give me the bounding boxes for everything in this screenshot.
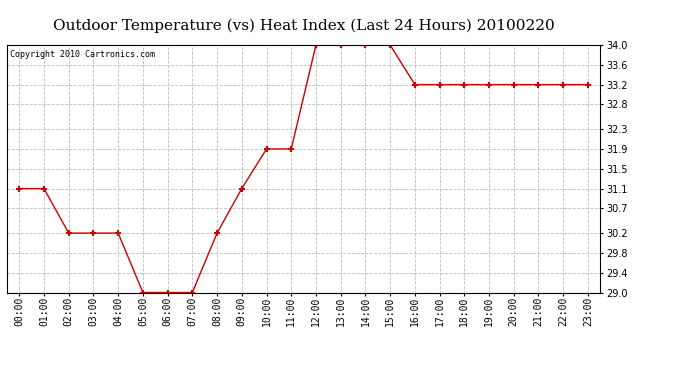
Text: Copyright 2010 Cartronics.com: Copyright 2010 Cartronics.com [10,50,155,59]
Text: Outdoor Temperature (vs) Heat Index (Last 24 Hours) 20100220: Outdoor Temperature (vs) Heat Index (Las… [52,19,555,33]
